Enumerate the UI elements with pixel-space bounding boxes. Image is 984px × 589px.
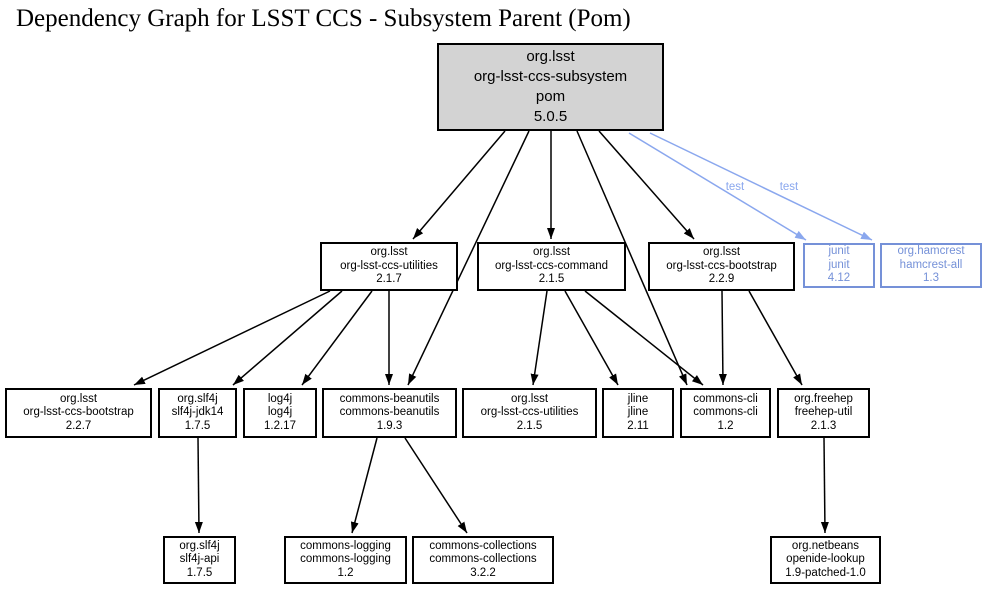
page-title: Dependency Graph for LSST CCS - Subsyste… (16, 5, 631, 32)
node-bootstrap-2.2.9: org.lsst org-lsst-ccs-bootstrap 2.2.9 (648, 242, 795, 291)
node-text-line: commons-cli (693, 406, 758, 419)
node-text-line: pom (535, 88, 566, 105)
edge-subsystem-pom-to-bootstrap-2.2.9 (598, 130, 695, 240)
node-text-line: org-lsst-ccs-utilities (340, 259, 438, 272)
edge-bootstrap-2.2.9-to-commons-cli (718, 290, 727, 386)
edge-slf4j-jdk14-to-slf4j-api (194, 437, 203, 534)
node-text-line: org-lsst-ccs-utilities (480, 406, 579, 419)
node-hamcrest-all: org.hamcrest hamcrest-all 1.3 (880, 243, 982, 288)
edge-subsystem-pom-to-utilities-2.1.7 (412, 130, 506, 240)
node-text-line: jline (627, 392, 649, 405)
edge-utilities-2.1.7-to-bootstrap-2.2.7 (133, 290, 331, 386)
node-text-line: 2.11 (627, 419, 649, 432)
node-text-line: commons-collections (429, 553, 537, 566)
node-text-line: 1.3 (923, 272, 939, 285)
node-text-line: org.lsst (59, 392, 98, 405)
node-text-line: junit (828, 258, 850, 271)
node-bootstrap-2.2.7: org.lsst org-lsst-ccs-bootstrap 2.2.7 (5, 388, 152, 438)
node-text-line: freehep-util (794, 406, 853, 419)
node-text-line: slf4j-jdk14 (171, 406, 224, 419)
edge-subsystem-pom-to-commons-beanutils (407, 130, 530, 386)
edge-freehep-util-to-openide-lookup (820, 437, 829, 534)
node-text-line: commons-logging (300, 539, 391, 552)
node-text-line: hamcrest-all (899, 258, 963, 271)
node-text-line: 1.7.5 (184, 419, 211, 432)
node-text-line: org-lsst-ccs-command (494, 259, 609, 272)
node-text-line: org.lsst (370, 246, 408, 259)
node-text-line: commons-collections (429, 539, 537, 552)
node-text-line: 1.2.17 (264, 419, 296, 432)
node-text-line: commons-cli (693, 392, 758, 405)
node-text-line: org.slf4j (179, 539, 220, 552)
node-text-line: 2.1.5 (516, 419, 543, 432)
node-text-line: org.freehep (794, 392, 853, 405)
edge-commons-beanutils-to-commons-logging (350, 437, 378, 534)
node-text-line: 1.9.3 (376, 419, 403, 432)
node-text-line: jline (627, 406, 649, 419)
node-commons-collections: commons-collections commons-collections 3.… (412, 536, 554, 584)
node-text-line: commons-beanutils (339, 392, 440, 405)
node-text-line: log4j (267, 392, 293, 405)
node-text-line: 1.7.5 (186, 566, 213, 579)
node-text-line: 4.12 (827, 272, 851, 285)
node-text-line: org.lsst (702, 246, 741, 259)
node-text-line: org-lsst-ccs-subsystem (473, 68, 628, 85)
edge-command-2.1.5-to-commons-cli (584, 290, 704, 386)
edge-command-2.1.5-to-jline (564, 290, 619, 386)
node-text-line: org.lsst (510, 392, 549, 405)
edge-subsystem-pom-to-commons-cli (576, 130, 688, 386)
node-slf4j-jdk14: org.slf4j slf4j-jdk14 1.7.5 (158, 388, 237, 438)
node-text-line: junit (828, 245, 850, 258)
edge-command-2.1.5-to-utilities-2.1.5 (530, 290, 548, 386)
node-junit: junit junit 4.12 (803, 243, 875, 288)
node-text-line: org.hamcrest (897, 245, 965, 258)
edge-bootstrap-2.2.9-to-freehep-util (748, 290, 803, 386)
node-text-line: log4j (267, 406, 293, 419)
node-jline: jline jline 2.11 (602, 388, 674, 438)
node-text-line: org-lsst-ccs-bootstrap (23, 406, 134, 419)
edge-subsystem-pom-to-junit (628, 132, 807, 241)
edge-label-test: test (726, 181, 745, 193)
node-text-line: org.lsst (526, 48, 575, 65)
node-text-line: org.slf4j (177, 392, 218, 405)
node-slf4j-api: org.slf4j slf4j-api 1.7.5 (163, 536, 236, 584)
node-text-line: 2.1.7 (376, 273, 402, 286)
node-text-line: 5.0.5 (533, 108, 568, 125)
node-freehep-util: org.freehep freehep-util 2.1.3 (777, 388, 870, 438)
node-text-line: 2.1.3 (810, 419, 837, 432)
edge-commons-beanutils-to-commons-collections (404, 437, 468, 534)
node-text-line: openide-lookup (786, 553, 865, 566)
node-commons-beanutils: commons-beanutils commons-beanutils 1.9.3 (322, 388, 457, 438)
edge-utilities-2.1.7-to-slf4j-jdk14 (232, 290, 343, 386)
node-command-2.1.5: org.lsst org-lsst-ccs-command 2.1.5 (477, 242, 626, 291)
node-text-line: commons-logging (300, 553, 391, 566)
node-text-line: org.lsst (532, 246, 571, 259)
node-utilities-2.1.7: org.lsst org-lsst-ccs-utilities 2.1.7 (320, 242, 458, 291)
node-log4j: log4j log4j 1.2.17 (243, 388, 317, 438)
node-text-line: commons-beanutils (339, 406, 440, 419)
node-text-line: 2.2.9 (708, 273, 735, 286)
node-text-line: 3.2.2 (470, 566, 496, 579)
edge-label-test: test (780, 181, 799, 193)
node-subsystem-pom: org.lsst org-lsst-ccs-subsystem pom 5.0.5 (437, 43, 664, 131)
node-openide-lookup: org.netbeans openide-lookup 1.9-patched-1.… (770, 536, 881, 584)
node-commons-cli: commons-cli commons-cli 1.2 (680, 388, 771, 438)
node-text-line: 1.9-patched-1.0 (785, 566, 866, 579)
edge-utilities-2.1.7-to-log4j (301, 290, 373, 386)
node-text-line: 1.2 (337, 566, 354, 579)
node-text-line: 2.1.5 (538, 273, 565, 286)
node-text-line: 2.2.7 (65, 419, 92, 432)
node-utilities-2.1.5: org.lsst org-lsst-ccs-utilities 2.1.5 (462, 388, 597, 438)
node-commons-logging: commons-logging commons-logging 1.2 (284, 536, 407, 584)
edge-subsystem-pom-to-hamcrest-all (649, 132, 873, 241)
node-text-line: 1.2 (717, 419, 734, 432)
node-text-line: org.netbeans (791, 539, 860, 552)
node-text-line: org-lsst-ccs-bootstrap (666, 259, 777, 272)
node-text-line: slf4j-api (179, 553, 220, 566)
